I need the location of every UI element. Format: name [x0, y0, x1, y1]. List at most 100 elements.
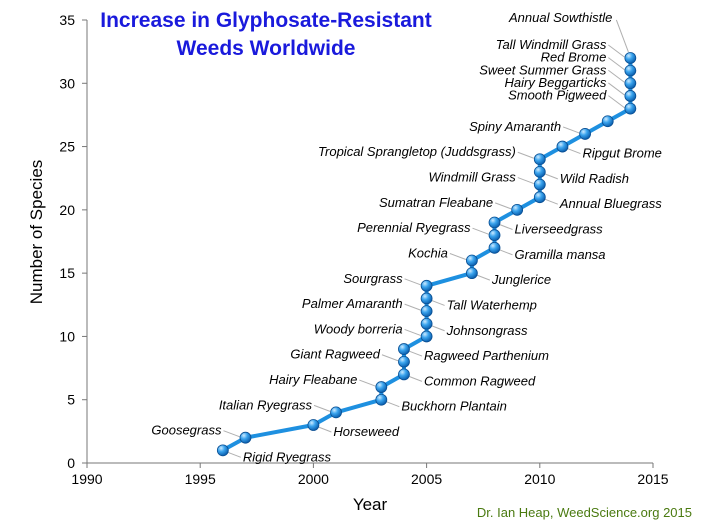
leader-line [449, 253, 467, 260]
data-point [533, 178, 546, 191]
data-point [239, 431, 252, 444]
data-point [307, 419, 320, 431]
species-label: Hairy Beggarticks [504, 75, 606, 90]
leader-line [544, 173, 558, 180]
y-axis-label: Number of Species [27, 160, 46, 305]
x-tick-label: 2010 [524, 471, 555, 487]
species-label: Ragweed Parthenium [424, 348, 549, 363]
leader-line [431, 325, 445, 332]
species-label: Annual Bluegrass [559, 196, 662, 211]
x-tick-label: 1990 [71, 471, 102, 487]
species-label: Junglerice [491, 272, 551, 287]
leader-line [608, 95, 625, 108]
species-label: Buckhorn Plantain [401, 399, 507, 414]
leader-line [386, 401, 400, 408]
y-tick-label: 5 [67, 392, 75, 408]
leader-line [404, 328, 421, 336]
species-label: Gramilla mansa [515, 247, 606, 262]
species-label: Horseweed [333, 424, 400, 439]
leader-line [404, 278, 421, 286]
y-tick-label: 20 [59, 202, 75, 218]
species-label: Sumatran Fleabane [379, 195, 493, 210]
leader-line [318, 426, 332, 433]
data-point [216, 444, 229, 457]
x-tick-label: 2005 [411, 471, 442, 487]
species-label: Tall Waterhemp [447, 297, 537, 312]
chart-title-line-2: Weeds Worldwide [177, 37, 356, 60]
species-label: Spiny Amaranth [469, 119, 561, 134]
species-label: Kochia [408, 245, 448, 260]
leader-lines [223, 19, 629, 458]
species-label: Sourgrass [343, 271, 403, 286]
x-tick-label: 2015 [637, 471, 668, 487]
species-labels: Rigid Ryegrass Goosegrass Horseweed Italian… [151, 10, 662, 464]
data-point [511, 203, 524, 216]
data-point [375, 381, 388, 393]
leader-line [608, 57, 625, 71]
leader-line [567, 148, 581, 155]
data-point [601, 115, 614, 128]
data-point [556, 140, 569, 153]
y-tick-label: 10 [59, 328, 75, 344]
chart-title-line-1: Increase in Glyphosate-Resistant [100, 9, 431, 32]
data-point [488, 216, 501, 229]
species-label: Windmill Grass [429, 170, 517, 185]
leader-line [615, 19, 629, 53]
leader-line [381, 354, 399, 362]
species-label: Ripgut Brome [582, 146, 661, 161]
leader-line [499, 249, 513, 256]
y-tick-label: 15 [59, 265, 75, 281]
species-label: Common Ragweed [424, 373, 536, 388]
data-point [533, 191, 546, 204]
leader-line [472, 227, 489, 235]
leader-line [223, 430, 240, 438]
species-label: Annual Sowthistle [508, 10, 612, 25]
species-label: Liverseedgrass [515, 222, 604, 237]
y-tick-label: 0 [67, 455, 75, 471]
leader-line [408, 375, 423, 382]
species-label: Tall Windmill Grass [496, 37, 607, 52]
data-point [624, 64, 637, 77]
x-tick-label: 1995 [185, 471, 216, 487]
leader-line [517, 151, 534, 159]
data-point [488, 241, 501, 254]
species-label: Palmer Amaranth [302, 296, 403, 311]
data-markers [216, 52, 637, 457]
data-point [488, 229, 501, 242]
leader-line [544, 198, 558, 205]
data-point [330, 406, 342, 419]
species-label: Smooth Pigweed [508, 88, 607, 103]
x-tick-label: 2000 [298, 471, 329, 487]
leader-line [608, 82, 625, 96]
species-label: Sweet Summer Grass [479, 62, 607, 77]
y-tick-label: 25 [59, 139, 75, 155]
species-label: Perennial Ryegrass [357, 220, 471, 235]
leader-line [608, 69, 625, 83]
leader-line [313, 404, 331, 412]
leader-line [562, 126, 580, 134]
data-point [624, 52, 637, 64]
species-label: Hairy Fleabane [269, 372, 357, 387]
species-label: Giant Ragweed [290, 347, 380, 362]
leader-line [476, 274, 491, 281]
y-tick-label: 35 [59, 12, 75, 28]
leader-line [408, 350, 423, 357]
axes: 1990 1995 2000 2005 2010 2015 0 5 10 15 20 25 30 35 [59, 12, 668, 487]
data-point [465, 267, 478, 280]
data-point [624, 102, 637, 115]
data-point [420, 305, 433, 318]
species-label: Wild Radish [560, 171, 629, 186]
species-label: Goosegrass [151, 423, 222, 438]
leader-line [499, 224, 513, 230]
leader-line [494, 202, 512, 210]
leader-line [517, 177, 534, 185]
leader-line [608, 44, 625, 58]
species-label: Woody borreria [314, 321, 403, 336]
species-label: Rigid Ryegrass [243, 449, 332, 464]
data-point [398, 368, 410, 381]
species-label: Red Brome [541, 50, 607, 65]
leader-line [404, 303, 421, 311]
data-point [420, 292, 433, 305]
species-label: Johnsongrass [446, 323, 528, 338]
